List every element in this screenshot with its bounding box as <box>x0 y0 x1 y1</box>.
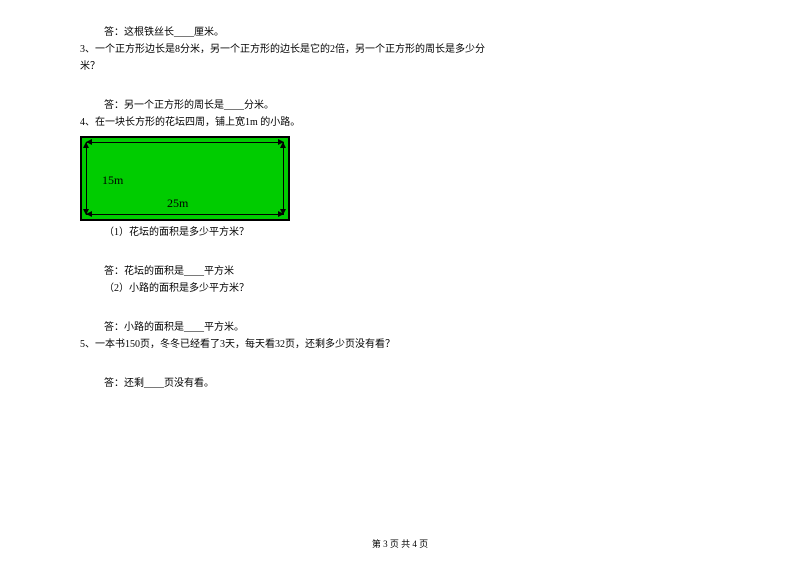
q5-prompt-text: 5、一本书150页，冬冬已经看了3天，每天看32页，还剩多少页没有看？ <box>80 337 720 352</box>
q3-prompt-line1: 3、一个正方形边长是8分米，另一个正方形的边长是它的2倍，另一个正方形的周长是多… <box>80 42 720 57</box>
q4-prompt-text: 4、在一块长方形的花坛四周，铺上宽1m 的小路。 <box>80 115 720 130</box>
spacer <box>80 298 720 320</box>
width-label: 25m <box>167 196 188 211</box>
q4-sub2-answer-text: 答：小路的面积是____平方米。 <box>80 320 720 335</box>
rectangle-diagram: 15m 25m <box>80 136 290 221</box>
q4-sub1-text: （1）花坛的面积是多少平方米？ <box>80 225 720 240</box>
q4-sub2-text: （2）小路的面积是多少平方米？ <box>80 281 720 296</box>
spacer <box>80 242 720 264</box>
spacer <box>80 354 720 376</box>
right-dimension-arrow <box>283 142 284 215</box>
q3-prompt-line2: 米？ <box>80 59 720 74</box>
top-dimension-arrow <box>86 142 284 143</box>
q5-answer-text: 答：还剩____页没有看。 <box>80 376 720 391</box>
spacer <box>80 76 720 98</box>
page-footer: 第 3 页 共 4 页 <box>0 537 800 550</box>
q4-sub1-answer-text: 答：花坛的面积是____平方米 <box>80 264 720 279</box>
q2-answer-text: 答：这根铁丝长____厘米。 <box>80 25 720 40</box>
height-label: 15m <box>102 173 123 188</box>
q3-answer-text: 答：另一个正方形的周长是____分米。 <box>80 98 720 113</box>
diagram-container: 15m 25m <box>80 136 720 221</box>
left-dimension-arrow <box>86 142 87 215</box>
bottom-dimension-arrow <box>86 214 284 215</box>
